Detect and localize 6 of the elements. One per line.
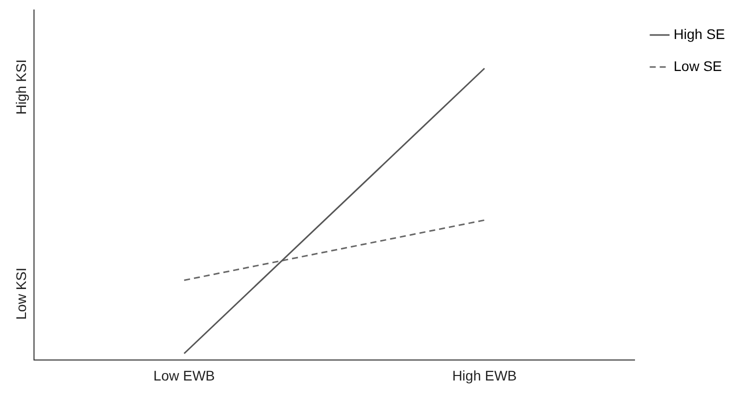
legend-label: Low SE xyxy=(674,58,722,74)
legend-label: High SE xyxy=(674,26,725,42)
text: Low KSI xyxy=(12,268,29,320)
x-tick-label: High EWB xyxy=(452,367,517,384)
x-tick-label: Low EWB xyxy=(153,367,215,384)
text: High KSI xyxy=(12,59,29,115)
